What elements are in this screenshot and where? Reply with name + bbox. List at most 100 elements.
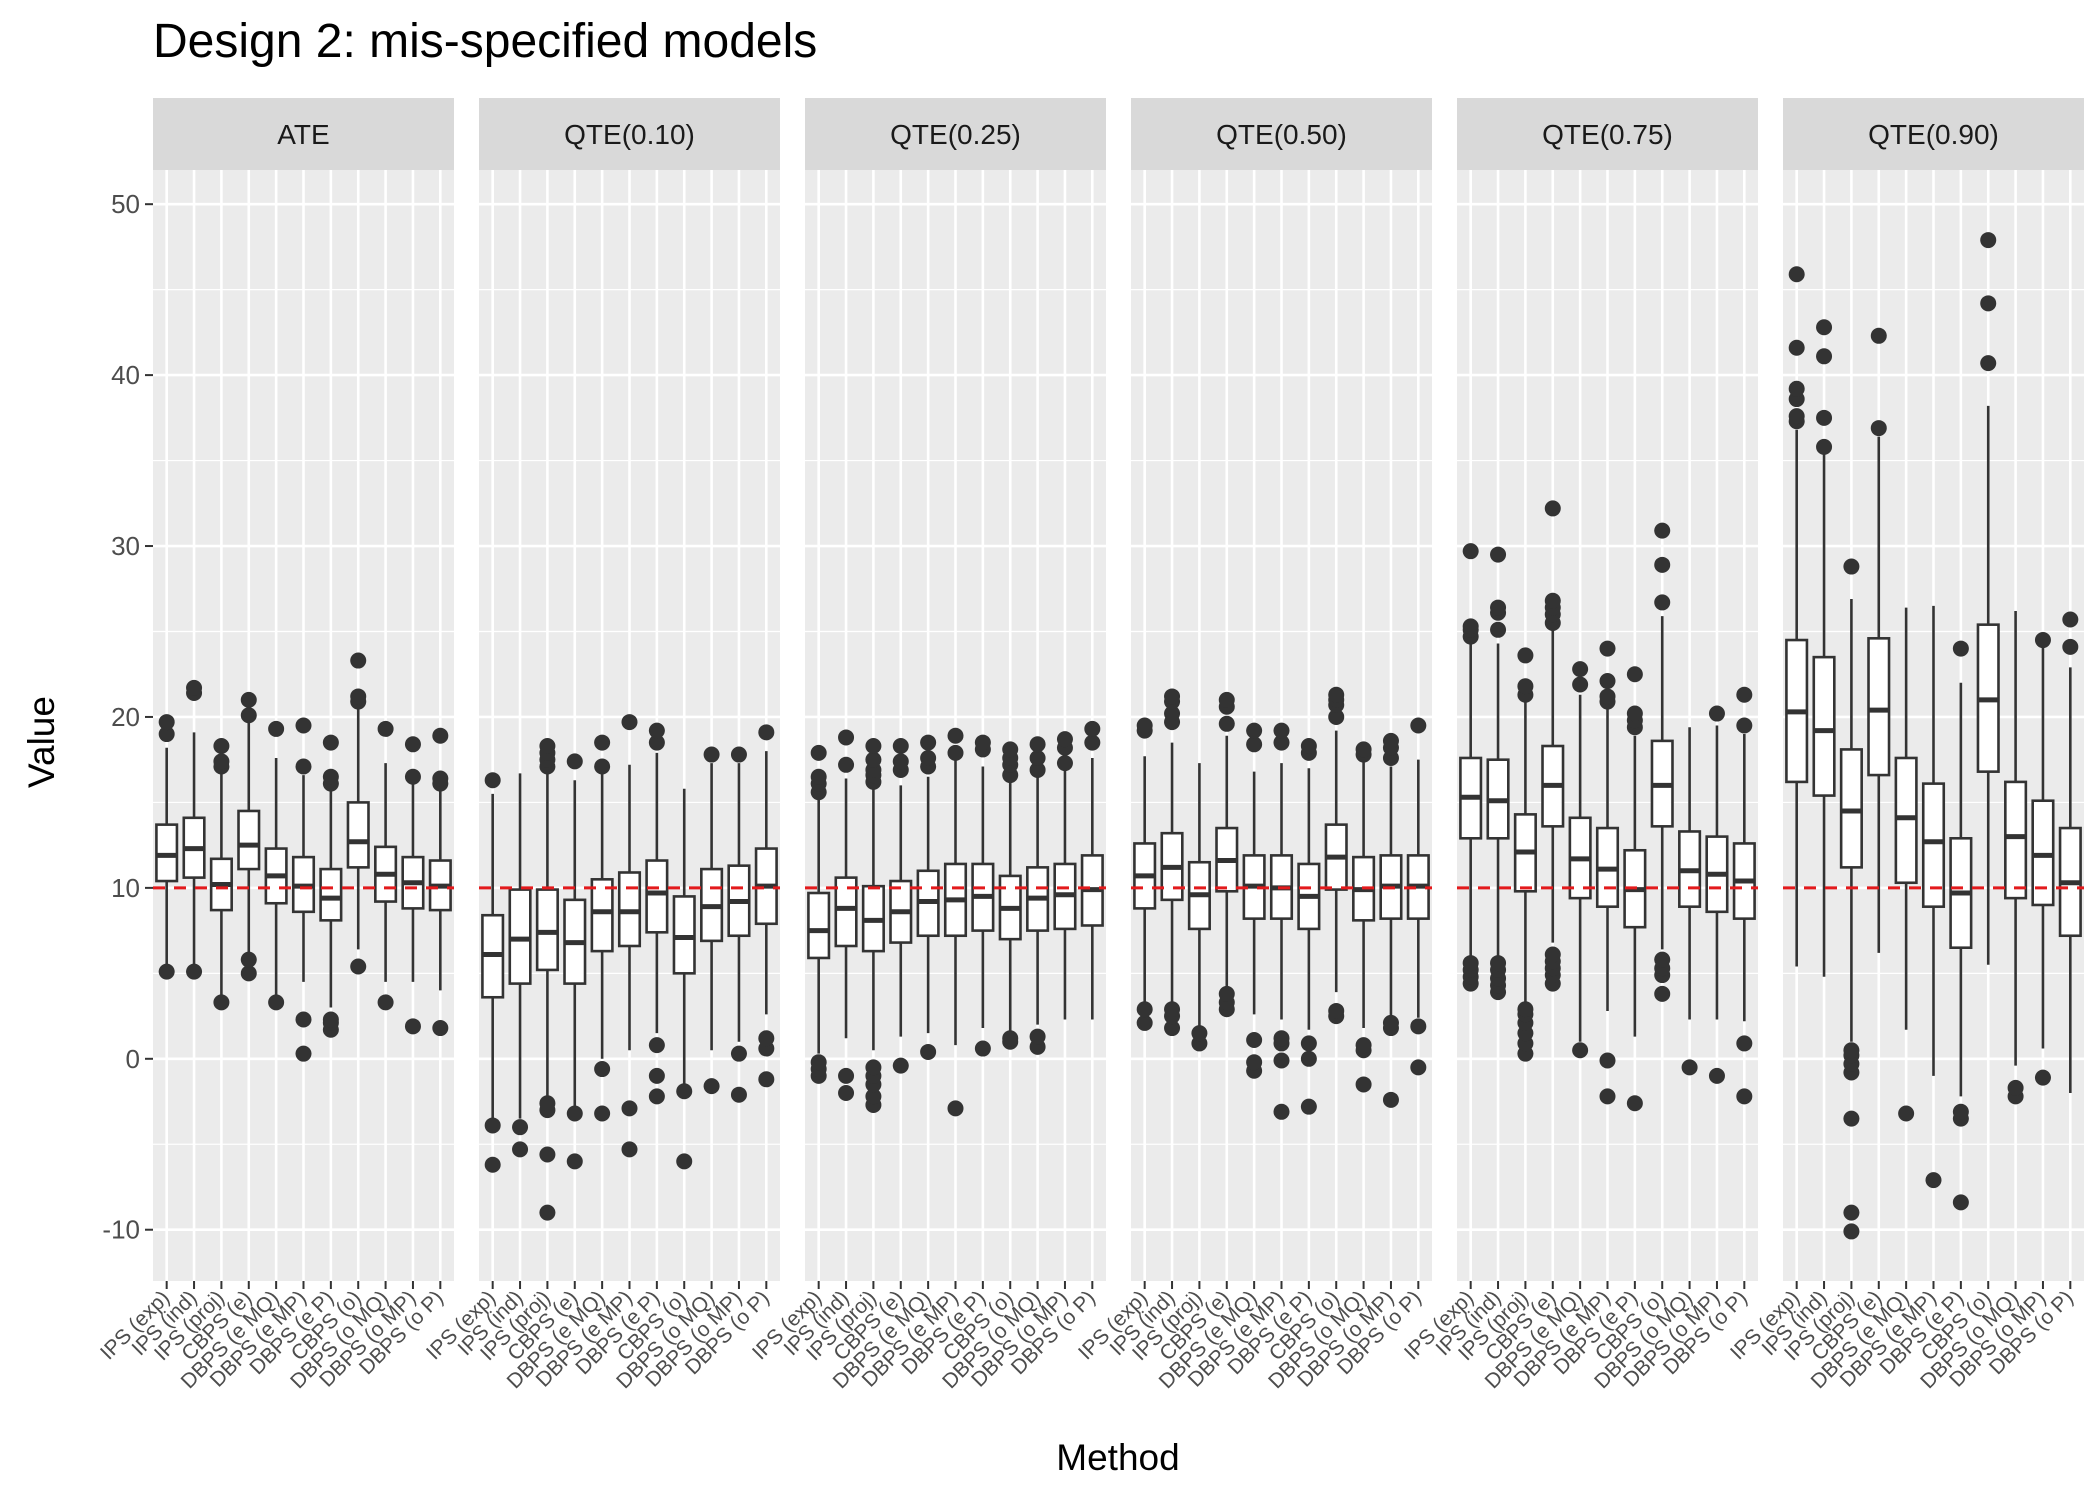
outlier-point bbox=[730, 1045, 747, 1062]
outlier-point bbox=[1462, 543, 1479, 560]
facet-strip-label: QTE(0.75) bbox=[1542, 119, 1673, 150]
box-iqr bbox=[1867, 637, 1891, 777]
outlier-point bbox=[539, 1204, 556, 1221]
box bbox=[508, 773, 532, 1158]
box bbox=[754, 724, 778, 1088]
outlier-point bbox=[1952, 640, 1969, 657]
outlier-point bbox=[1898, 1105, 1915, 1122]
outlier-point bbox=[1544, 500, 1561, 517]
outlier-point bbox=[1544, 592, 1561, 609]
box bbox=[1406, 717, 1430, 1076]
facet-strip bbox=[1131, 98, 1432, 170]
outlier-point bbox=[1382, 1014, 1399, 1031]
box-iqr bbox=[2004, 780, 2028, 900]
outlier-point bbox=[1355, 1037, 1372, 1054]
outlier-point bbox=[566, 1105, 583, 1122]
box bbox=[807, 744, 831, 1084]
box-iqr bbox=[237, 809, 261, 871]
y-tick-label: 50 bbox=[111, 189, 140, 219]
outlier-point bbox=[295, 1045, 312, 1062]
outlier-point bbox=[1599, 640, 1616, 657]
outlier-point bbox=[1599, 688, 1616, 705]
outlier-point bbox=[1599, 673, 1616, 690]
box bbox=[2004, 610, 2028, 1105]
box bbox=[1133, 717, 1157, 1031]
box bbox=[155, 714, 179, 980]
box bbox=[861, 738, 885, 1113]
outlier-point bbox=[484, 1156, 501, 1173]
outlier-point bbox=[2007, 1079, 2024, 1096]
facet-strip bbox=[153, 98, 454, 170]
box bbox=[535, 738, 559, 1221]
outlier-point bbox=[892, 753, 909, 770]
outlier-point bbox=[1654, 985, 1671, 1002]
outlier-point bbox=[1626, 705, 1643, 722]
outlier-point bbox=[676, 1153, 693, 1170]
facet-strip bbox=[1783, 98, 2084, 170]
outlier-point bbox=[1355, 1076, 1372, 1093]
outlier-point bbox=[1599, 1088, 1616, 1105]
box bbox=[1812, 319, 1836, 977]
box bbox=[1026, 736, 1050, 1055]
chart-title: Design 2: mis-specified models bbox=[153, 15, 817, 68]
box bbox=[1894, 607, 1918, 1122]
outlier-point bbox=[1925, 1172, 1942, 1189]
box bbox=[1379, 732, 1403, 1108]
box bbox=[1650, 522, 1674, 1002]
box bbox=[617, 714, 642, 1158]
outlier-point bbox=[539, 1095, 556, 1112]
box bbox=[998, 741, 1022, 1050]
outlier-point bbox=[350, 688, 367, 705]
outlier-point bbox=[838, 1067, 855, 1084]
outlier-point bbox=[1056, 755, 1073, 772]
box bbox=[2031, 632, 2055, 1086]
y-tick-label: 10 bbox=[111, 873, 140, 903]
facet-strip-label: QTE(0.10) bbox=[564, 119, 695, 150]
outlier-point bbox=[865, 1059, 882, 1076]
outlier-point bbox=[1816, 319, 1833, 336]
outlier-point bbox=[512, 1141, 529, 1158]
outlier-point bbox=[432, 727, 449, 744]
box bbox=[264, 720, 288, 1011]
box bbox=[889, 738, 913, 1074]
box-iqr bbox=[617, 871, 642, 948]
outlier-point bbox=[1164, 1020, 1181, 1037]
facet-strip-label: QTE(0.25) bbox=[890, 119, 1021, 150]
outlier-point bbox=[1056, 731, 1073, 748]
outlier-point bbox=[1029, 749, 1046, 766]
outlier-point bbox=[295, 758, 312, 775]
x-axis-title: Method bbox=[1056, 1437, 1179, 1478]
outlier-point bbox=[1708, 1067, 1725, 1084]
outlier-point bbox=[838, 729, 855, 746]
facet-strip bbox=[1457, 98, 1758, 170]
box bbox=[1541, 500, 1565, 992]
outlier-point bbox=[1517, 678, 1534, 695]
box bbox=[182, 679, 206, 980]
outlier-point bbox=[1328, 1002, 1345, 1019]
outlier-point bbox=[1273, 1030, 1290, 1047]
outlier-point bbox=[648, 734, 665, 751]
box bbox=[590, 734, 614, 1122]
outlier-point bbox=[295, 1011, 312, 1028]
outlier-point bbox=[1736, 717, 1753, 734]
outlier-point bbox=[2034, 1069, 2051, 1086]
outlier-point bbox=[484, 1117, 501, 1134]
outlier-point bbox=[1980, 355, 1997, 372]
outlier-point bbox=[2062, 611, 2079, 628]
outlier-point bbox=[350, 652, 367, 669]
box bbox=[672, 788, 696, 1170]
outlier-point bbox=[2062, 638, 2079, 655]
outlier-point bbox=[268, 994, 285, 1011]
facet-strip-label: ATE bbox=[277, 119, 329, 150]
outlier-point bbox=[621, 714, 638, 731]
box bbox=[209, 738, 233, 1011]
box bbox=[401, 736, 425, 1035]
outlier-point bbox=[1136, 1001, 1153, 1018]
box bbox=[428, 727, 452, 1037]
outlier-point bbox=[158, 714, 175, 731]
outlier-point bbox=[1736, 1088, 1753, 1105]
outlier-point bbox=[295, 717, 312, 734]
outlier-point bbox=[1843, 558, 1860, 575]
